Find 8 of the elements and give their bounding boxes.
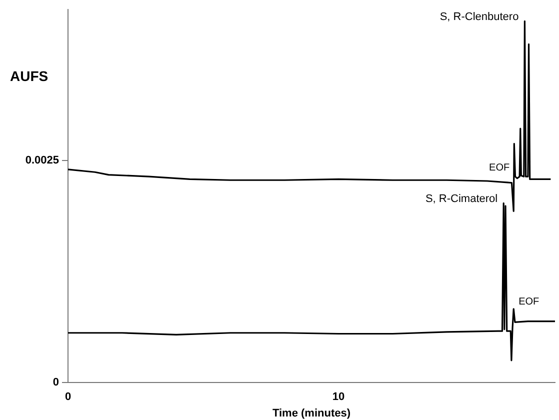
series-label: S, R-Cimaterol	[425, 193, 498, 206]
annotation: EOF	[518, 296, 540, 308]
y-tick-label: 0.0025	[25, 154, 59, 167]
x-axis-title: Time (minutes)	[272, 407, 351, 420]
series-label: S, R-Clenbutero	[440, 11, 519, 24]
x-tick-label: 10	[332, 391, 345, 404]
annotation: EOF	[489, 162, 510, 174]
y-axis-title: AUFS	[10, 68, 48, 84]
